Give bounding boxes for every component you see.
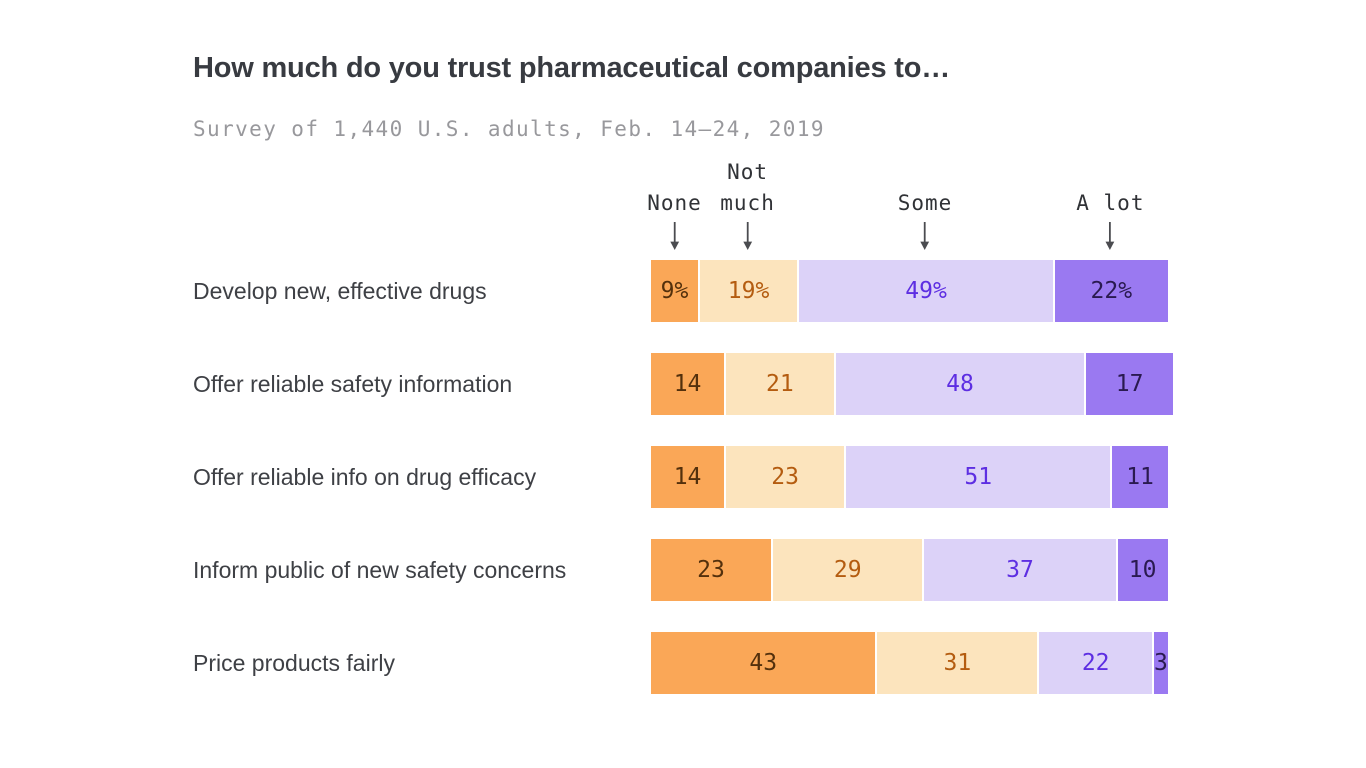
bar-track: 14 23 51 11 — [651, 446, 1173, 509]
chart-subtitle: Survey of 1,440 U.S. adults, Feb. 14–24,… — [193, 117, 825, 142]
legend-item-a-lot: A lot — [1076, 188, 1144, 255]
row-label: Offer reliable info on drug efficacy — [193, 463, 537, 490]
row-label: Inform public of new safety concerns — [193, 556, 567, 583]
bar-rows: Develop new, effective drugs 9% 19% 49% 22% O… — [193, 260, 1173, 695]
bar-segment-a-lot: 10 — [1115, 539, 1168, 602]
bar-value-label: 19% — [727, 278, 770, 305]
row-label: Offer reliable safety information — [193, 370, 513, 397]
down-arrow-icon — [918, 222, 932, 255]
bar-value-label: 23 — [771, 464, 799, 491]
bar-segment-not-much: 31 — [875, 632, 1038, 695]
bar-segment-none: 14 — [651, 353, 725, 416]
legend-item-some: Some — [898, 188, 953, 255]
down-arrow-icon — [1103, 222, 1117, 255]
legend-item-not-much: Not much — [720, 157, 775, 255]
bar-segment-some: 48 — [833, 353, 1085, 416]
bar-segment-some: 49% — [797, 260, 1053, 323]
bar-value-label: 10 — [1128, 557, 1157, 584]
bar-value-label: 17 — [1115, 371, 1144, 398]
bar-segment-none: 43 — [651, 632, 876, 695]
bar-segment-a-lot: 22% — [1052, 260, 1168, 323]
bar-track: 43 31 22 3 — [651, 632, 1173, 695]
row-label: Develop new, effective drugs — [193, 277, 487, 304]
bar-track: 23 29 37 10 — [651, 539, 1173, 602]
bar-value-label: 51 — [964, 464, 993, 491]
bar-value-label: 22% — [1090, 278, 1133, 305]
bar-segment-some: 22 — [1037, 632, 1153, 695]
bar-segment-none: 9% — [651, 260, 698, 323]
bar-track: 14 21 48 17 — [651, 353, 1173, 416]
legend-label: Some — [897, 190, 953, 215]
bar-value-label: 22 — [1081, 650, 1110, 677]
bar-value-label: 21 — [766, 371, 794, 398]
bar-value-label: 14 — [673, 464, 702, 491]
chart-row: Inform public of new safety concerns 23 29… — [193, 539, 1173, 602]
bar-segment-not-much: 21 — [724, 353, 834, 416]
bar-value-label: 14 — [673, 371, 702, 398]
bar-track: 9% 19% 49% 22% — [651, 260, 1173, 323]
bar-value-label: 48 — [946, 371, 974, 398]
bar-segment-a-lot: 17 — [1084, 353, 1173, 416]
bar-value-label: 37 — [1006, 557, 1034, 584]
bar-value-label: 3 — [1154, 650, 1168, 677]
bar-segment-a-lot: 3 — [1152, 632, 1168, 695]
bar-segment-a-lot: 11 — [1110, 446, 1168, 509]
chart-row: Develop new, effective drugs 9% 19% 49% 22% — [193, 260, 1173, 323]
chart: How much do you trust pharmaceutical com… — [193, 52, 1183, 725]
bar-segment-some: 51 — [844, 446, 1111, 509]
bar-segment-none: 14 — [651, 446, 725, 509]
down-arrow-icon — [741, 222, 755, 255]
bar-value-label: 23 — [697, 557, 725, 584]
bar-value-label: 31 — [943, 650, 972, 677]
legend-item-none: None — [647, 188, 702, 255]
bar-segment-not-much: 19% — [697, 260, 798, 323]
bar-segment-some: 37 — [922, 539, 1116, 602]
bar-value-label: 49% — [905, 278, 947, 305]
bar-value-label: 11 — [1126, 464, 1154, 491]
chart-title: How much do you trust pharmaceutical com… — [193, 52, 951, 84]
bar-segment-none: 23 — [651, 539, 772, 602]
legend-label: None — [647, 190, 702, 215]
down-arrow-icon — [667, 222, 681, 255]
chart-row: Offer reliable safety information 14 21 48 1… — [193, 353, 1173, 416]
bar-value-label: 29 — [833, 557, 862, 584]
row-label: Price products fairly — [193, 649, 395, 676]
legend: None Not much Some A lot — [647, 151, 1173, 255]
chart-row: Price products fairly 43 31 22 3 — [193, 632, 1173, 695]
chart-row: Offer reliable info on drug efficacy 14 23… — [193, 446, 1173, 509]
bar-value-label: 43 — [749, 650, 778, 677]
bar-segment-not-much: 23 — [724, 446, 845, 509]
bar-value-label: 9% — [660, 278, 689, 305]
legend-label: A lot — [1076, 190, 1145, 215]
legend-label: Not much — [720, 160, 775, 215]
bar-segment-not-much: 29 — [771, 539, 923, 602]
